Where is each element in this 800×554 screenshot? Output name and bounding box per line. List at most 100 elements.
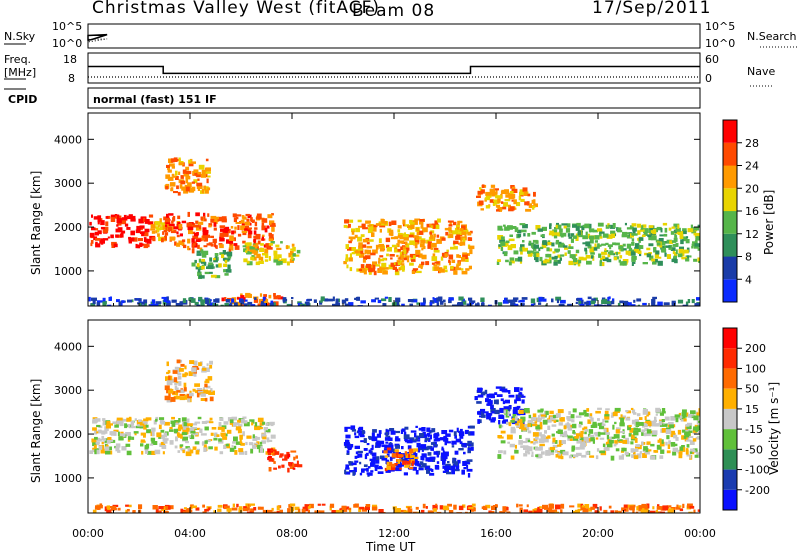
velocity-cell [175,422,179,425]
velocity-cell [209,421,214,424]
velocity-cell [365,504,371,508]
velocity-cell [401,428,406,432]
velocity-cell [192,432,198,436]
power-cell [609,244,612,250]
power-cell [165,224,168,227]
power-cell [434,261,440,264]
power-cell [448,233,454,238]
velocity-cell [434,444,438,447]
power-cell [464,234,467,239]
power-cell [344,303,350,306]
velocity-cbar-swatch [723,388,737,409]
velocity-cell [286,451,290,455]
velocity-cell [140,439,145,442]
power-cell [245,213,250,216]
power-cell [407,299,414,303]
power-cell [195,239,201,242]
velocity-cell [429,434,432,440]
power-cell [215,256,218,261]
velocity-cell [547,435,551,439]
velocity-cell [160,441,166,446]
velocity-cell [580,430,584,434]
power-cell [208,225,212,228]
velocity-cell [442,505,449,511]
power-cell [173,226,179,230]
power-cell [177,191,181,196]
power-cell [168,158,173,163]
power-cell [409,221,415,226]
power-cell [449,221,452,226]
power-cell [162,299,169,305]
power-cell [360,253,364,257]
power-cell [381,262,387,268]
velocity-cell [395,444,400,449]
velocity-cell [536,453,543,458]
velocity-cell [335,509,340,513]
power-cell [461,300,467,305]
power-cell [198,172,202,175]
velocity-cell [685,435,688,440]
power-cell [344,219,350,224]
velocity-cell [413,453,418,458]
velocity-cbar-swatch [723,489,737,510]
velocity-cell [158,506,164,510]
velocity-cell [584,429,589,432]
velocity-cell [262,509,269,513]
power-cell [619,255,623,259]
velocity-cell [209,360,213,365]
power-cell [452,304,458,306]
power-cell [222,250,226,254]
velocity-cell [600,432,606,435]
velocity-blob [383,447,419,472]
power-cell [248,230,253,235]
power-cell [396,243,400,248]
power-cell [191,238,195,243]
power-cell [206,178,209,184]
power-cell [389,254,395,257]
velocity-cell [531,451,534,455]
nave-label: Nave [747,65,775,78]
power-cell [197,178,200,181]
power-cell [130,230,135,236]
velocity-cell [383,450,388,454]
velocity-cell [194,390,198,394]
power-cell [213,218,219,222]
velocity-cell [689,505,695,509]
power-cell [561,223,568,226]
power-cell [519,223,526,226]
velocity-cell [625,410,629,413]
power-cell [677,299,684,304]
power-cell [132,215,136,221]
power-cell [685,258,690,262]
velocity-cell [678,505,682,508]
power-cell [335,302,340,306]
velocity-cell [602,418,605,423]
power-cell [243,248,247,253]
velocity-cell [102,421,107,425]
power-cell [419,230,424,235]
power-cell [629,249,636,253]
velocity-cell [652,430,658,435]
velocity-cell [609,444,613,448]
power-cell [192,235,199,239]
velocity-cell [307,509,310,513]
velocity-cell [341,505,347,509]
velocity-cell [692,450,699,453]
velocity-cell [345,439,349,444]
power-cell [229,235,234,241]
power-cell [431,256,438,262]
power-cell [663,302,670,306]
power-cell [359,268,366,273]
power-cell [444,227,449,231]
velocity-cell [488,510,492,513]
velocity-cell [623,504,629,509]
power-cell [362,238,369,243]
velocity-cell [579,437,585,441]
velocity-cell [661,408,666,412]
velocity-cell [115,443,121,448]
velocity-cell [633,455,639,460]
velocity-cell [606,443,612,448]
power-cell [255,235,261,240]
power-cell [152,236,156,242]
velocity-cell [269,421,275,426]
